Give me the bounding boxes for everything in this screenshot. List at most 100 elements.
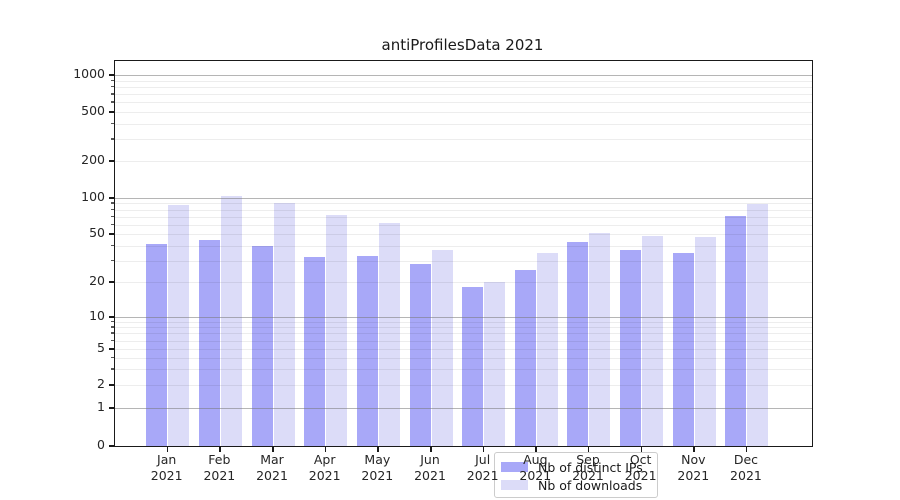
x-tick-label: Oct 2021 <box>624 452 657 483</box>
bar-downloads-feb <box>220 196 242 446</box>
y-minor-tick-mark <box>111 339 114 342</box>
y-minor-tick-mark <box>111 138 114 140</box>
x-tick-mark <box>482 446 485 452</box>
y-tick-mark <box>109 281 114 283</box>
minor-gridline <box>115 224 812 226</box>
minor-gridline <box>115 86 812 88</box>
bar-downloads-jul <box>484 282 506 446</box>
y-tick-mark <box>109 197 114 199</box>
bar-downloads-jun <box>431 249 453 446</box>
y-minor-tick-mark <box>111 208 114 211</box>
y-minor-tick-mark <box>111 202 114 204</box>
downloads-swatch-icon <box>501 480 528 490</box>
minor-gridline <box>115 209 812 211</box>
bar-distinct-ips-apr <box>304 257 326 446</box>
y-minor-tick-mark <box>111 122 114 125</box>
x-tick-mark <box>587 446 590 452</box>
x-tick-label: Apr 2021 <box>308 452 341 483</box>
x-tick-mark <box>745 446 748 452</box>
distinct-ips-swatch-icon <box>501 462 528 472</box>
y-tick-label: 100 <box>81 189 105 204</box>
legend-label: Nb of downloads <box>538 477 643 493</box>
y-tick-mark <box>109 348 114 350</box>
y-tick-label: 200 <box>81 152 105 167</box>
minor-gridline <box>115 102 812 104</box>
bar-downloads-jan <box>168 205 190 446</box>
bar-distinct-ips-mar <box>251 245 273 446</box>
y-tick-mark <box>109 74 114 76</box>
x-tick-mark <box>693 446 695 452</box>
y-tick-mark <box>109 445 114 447</box>
x-tick-label: Mar 2021 <box>256 452 288 483</box>
x-tick-mark <box>535 446 537 452</box>
y-minor-tick-mark <box>111 101 114 103</box>
y-minor-tick-mark <box>111 259 114 262</box>
x-tick-mark <box>377 446 379 452</box>
x-tick-label: Aug 2021 <box>519 452 552 483</box>
x-tick-label: Jul 2021 <box>466 452 499 483</box>
bar-distinct-ips-oct <box>620 249 642 446</box>
bar-downloads-apr <box>326 215 348 446</box>
bar-distinct-ips-dec <box>725 215 747 446</box>
bar-distinct-ips-aug <box>514 270 536 446</box>
y-minor-tick-mark <box>111 244 114 247</box>
y-minor-tick-mark <box>111 223 114 226</box>
x-tick-label: Feb 2021 <box>203 452 236 483</box>
x-tick-mark <box>430 446 432 452</box>
x-tick-label: Jan 2021 <box>150 452 183 483</box>
bar-downloads-nov <box>694 237 716 446</box>
minor-gridline <box>115 216 812 218</box>
legend-label: Nb of distinct IPs <box>538 459 643 475</box>
minor-gridline <box>115 123 812 125</box>
y-tick-mark <box>109 316 114 318</box>
x-tick-mark <box>166 446 169 452</box>
y-tick-mark <box>109 233 114 235</box>
y-tick-label: 0 <box>97 437 105 452</box>
y-tick-label: 50 <box>89 225 105 240</box>
x-tick-mark <box>640 446 643 452</box>
y-minor-tick-mark <box>111 320 114 323</box>
y-minor-tick-mark <box>111 368 114 370</box>
x-tick-mark <box>324 446 327 452</box>
y-tick-label: 2 <box>97 376 105 391</box>
major-gridline <box>115 75 812 76</box>
x-tick-mark <box>272 446 274 452</box>
y-tick-mark <box>109 407 114 409</box>
x-tick-label: Nov 2021 <box>677 452 710 483</box>
y-tick-label: 1 <box>97 399 105 414</box>
y-tick-label: 500 <box>81 103 105 118</box>
y-tick-mark <box>109 384 114 386</box>
bar-downloads-sep <box>589 232 611 446</box>
bar-distinct-ips-jul <box>462 287 484 446</box>
bar-distinct-ips-feb <box>198 239 220 446</box>
x-tick-label: May 2021 <box>361 452 394 483</box>
y-minor-tick-mark <box>111 79 114 82</box>
legend-item-distinct-ips: Nb of distinct IPs <box>501 458 657 476</box>
bar-distinct-ips-may <box>356 255 378 446</box>
x-tick-mark <box>219 446 221 452</box>
x-tick-label: Dec 2021 <box>730 452 762 483</box>
y-tick-label: 20 <box>89 273 105 288</box>
bar-downloads-mar <box>273 203 295 446</box>
x-tick-label: Jun 2021 <box>414 452 446 483</box>
legend-item-downloads: Nb of downloads <box>501 476 657 494</box>
bar-downloads-oct <box>642 236 664 446</box>
major-gridline <box>115 198 812 199</box>
minor-gridline <box>115 234 812 235</box>
bar-distinct-ips-jan <box>146 244 168 446</box>
plot-area: Nb of distinct IPs Nb of downloads <box>114 60 813 498</box>
y-minor-tick-mark <box>111 93 114 95</box>
y-minor-tick-mark <box>111 326 114 328</box>
y-tick-label: 1000 <box>73 66 105 81</box>
y-tick-label: 5 <box>97 340 105 355</box>
legend: Nb of distinct IPs Nb of downloads <box>494 452 658 498</box>
bar-downloads-may <box>378 222 400 446</box>
minor-gridline <box>115 161 812 162</box>
minor-gridline <box>115 80 812 82</box>
minor-gridline <box>115 203 812 205</box>
x-tick-label: Sep 2021 <box>572 452 604 483</box>
bar-distinct-ips-nov <box>672 252 694 446</box>
y-tick-mark <box>109 160 114 162</box>
y-minor-tick-mark <box>111 85 114 88</box>
